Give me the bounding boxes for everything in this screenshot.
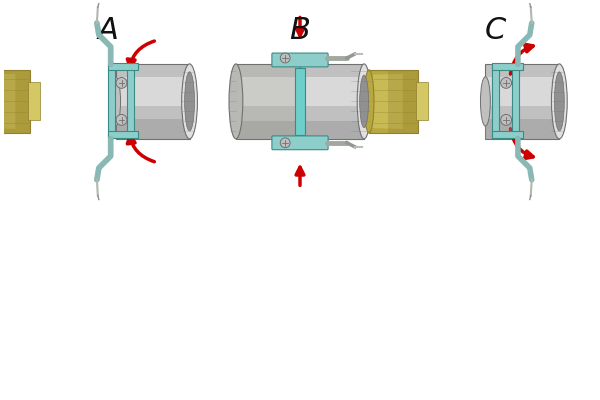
Ellipse shape [229, 64, 243, 139]
Bar [116, 119, 190, 139]
Bar [127, 64, 134, 138]
Polygon shape [0, 74, 15, 129]
Circle shape [280, 53, 290, 63]
Bar [300, 121, 364, 139]
Bar [108, 64, 138, 70]
Bar [485, 64, 559, 139]
Ellipse shape [481, 77, 490, 126]
FancyBboxPatch shape [272, 136, 328, 150]
Bar [116, 77, 190, 106]
Bar [512, 64, 519, 138]
Bar [300, 77, 364, 106]
Bar [236, 64, 300, 139]
Bar [108, 132, 138, 138]
Bar [295, 68, 305, 135]
Bar [28, 82, 40, 120]
Text: B: B [290, 16, 310, 45]
Ellipse shape [185, 72, 194, 131]
Bar [300, 64, 364, 139]
Circle shape [280, 138, 290, 148]
FancyBboxPatch shape [272, 53, 328, 67]
Ellipse shape [554, 72, 564, 131]
Ellipse shape [364, 70, 374, 133]
Text: A: A [97, 16, 118, 45]
Text: C: C [485, 16, 506, 45]
Bar [492, 132, 523, 138]
Bar [388, 70, 418, 133]
Ellipse shape [551, 64, 567, 139]
Polygon shape [369, 70, 418, 133]
Circle shape [116, 114, 127, 125]
Ellipse shape [357, 64, 371, 139]
Bar [485, 77, 559, 106]
Bar [485, 119, 559, 139]
Bar [236, 121, 300, 139]
Bar [416, 82, 428, 120]
Circle shape [116, 78, 127, 88]
Bar [116, 64, 190, 139]
Circle shape [500, 114, 512, 125]
Bar [236, 77, 300, 106]
Bar [0, 70, 30, 133]
Ellipse shape [182, 64, 197, 139]
Bar [492, 64, 499, 138]
Bar [108, 64, 115, 138]
Polygon shape [371, 74, 403, 129]
Circle shape [500, 78, 512, 88]
Polygon shape [0, 70, 30, 133]
Bar [492, 64, 523, 70]
Ellipse shape [110, 77, 121, 126]
Ellipse shape [359, 75, 368, 128]
